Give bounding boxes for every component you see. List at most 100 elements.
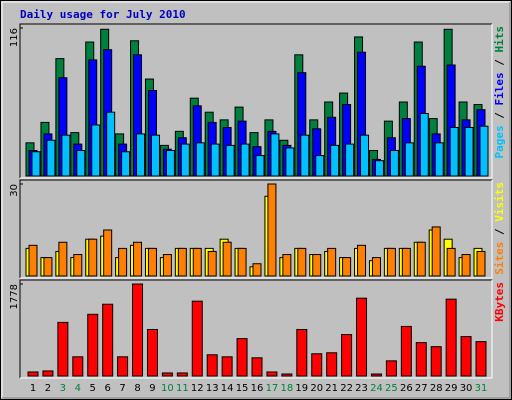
- bar: [46, 139, 56, 177]
- x-tick-label: 8: [134, 383, 140, 394]
- bar: [401, 247, 411, 277]
- bar: [311, 353, 323, 377]
- bar: [118, 247, 128, 277]
- bar: [270, 133, 280, 177]
- x-tick-label: 25: [385, 383, 398, 394]
- x-tick-label: 22: [340, 383, 353, 394]
- bar: [356, 297, 368, 377]
- bar: [389, 149, 399, 177]
- bar: [460, 336, 472, 377]
- x-tick-label: 3: [60, 383, 66, 394]
- bar: [136, 133, 146, 177]
- y-tick-label: 116: [9, 28, 20, 47]
- bar: [91, 124, 101, 177]
- bar: [386, 247, 396, 277]
- x-tick-label: 4: [75, 383, 81, 394]
- bar: [207, 250, 217, 277]
- bevel: [19, 179, 492, 278]
- bar: [165, 149, 175, 177]
- bar: [345, 143, 355, 177]
- bar: [240, 143, 250, 177]
- x-tick-label: 28: [430, 383, 443, 394]
- bar: [161, 372, 173, 377]
- bar: [176, 372, 188, 377]
- x-tick-label: 27: [415, 383, 428, 394]
- bar: [177, 247, 187, 277]
- bar: [221, 356, 233, 377]
- x-tick-label: 9: [149, 383, 155, 394]
- legend-entry: Files: [493, 72, 506, 105]
- bar: [464, 127, 474, 177]
- bar: [237, 247, 247, 277]
- bar: [180, 143, 190, 177]
- x-tick-label: 17: [266, 383, 279, 394]
- x-tick-label: 13: [206, 383, 219, 394]
- x-tick-label: 6: [104, 383, 110, 394]
- bar: [106, 111, 116, 177]
- legend-separator: /: [493, 222, 506, 242]
- bar: [446, 247, 456, 277]
- y-tick-label: 30: [9, 184, 20, 197]
- bar: [255, 155, 265, 177]
- legend-entry: KBytes: [493, 282, 506, 322]
- x-tick-label: 18: [280, 383, 293, 394]
- bar: [342, 257, 352, 277]
- x-tick-label: 20: [310, 383, 323, 394]
- legend: KBytes: [493, 282, 506, 322]
- bar: [225, 144, 235, 177]
- bar: [449, 127, 459, 177]
- x-tick-label: 15: [236, 383, 249, 394]
- x-tick-label: 31: [475, 383, 488, 394]
- bar: [88, 238, 98, 277]
- bar: [296, 328, 308, 377]
- x-tick-label: 19: [295, 383, 308, 394]
- bevel: [20, 24, 493, 179]
- bar: [132, 283, 144, 377]
- bar: [266, 371, 278, 377]
- bar: [222, 241, 232, 277]
- bar: [476, 250, 486, 277]
- bar: [162, 254, 172, 277]
- bar: [58, 241, 68, 277]
- bar: [312, 254, 322, 277]
- bar: [475, 341, 487, 377]
- bar: [430, 346, 442, 377]
- x-tick-label: 23: [355, 383, 368, 394]
- bar: [434, 142, 444, 177]
- bar: [281, 373, 293, 377]
- bar: [121, 151, 131, 177]
- legend-separator: /: [493, 53, 506, 73]
- bar: [103, 229, 113, 277]
- bar: [43, 257, 53, 277]
- bar: [133, 241, 143, 277]
- bar: [431, 226, 441, 277]
- bar: [150, 134, 160, 177]
- bar: [370, 373, 382, 377]
- legend-entry: Sites: [493, 242, 506, 275]
- bar: [191, 300, 203, 377]
- bevel: [20, 180, 493, 279]
- bar: [315, 155, 325, 177]
- bar: [479, 125, 489, 177]
- x-tick-label: 10: [161, 383, 174, 394]
- x-tick-label: 30: [460, 383, 473, 394]
- bar: [341, 334, 353, 377]
- legend: Pages / Files / Hits: [493, 26, 506, 159]
- bar: [251, 357, 263, 377]
- bar: [102, 303, 114, 377]
- bar: [461, 254, 471, 277]
- bar: [117, 356, 129, 377]
- x-tick-label: 5: [90, 383, 96, 394]
- legend-entry: Visits: [493, 182, 506, 222]
- bar: [330, 144, 340, 177]
- bar: [404, 142, 414, 177]
- bevel: [19, 279, 492, 378]
- x-tick-label: 14: [221, 383, 234, 394]
- bar: [57, 321, 69, 377]
- bar: [87, 313, 99, 377]
- bar: [236, 338, 248, 377]
- x-tick-label: 29: [445, 383, 458, 394]
- bar: [445, 298, 457, 377]
